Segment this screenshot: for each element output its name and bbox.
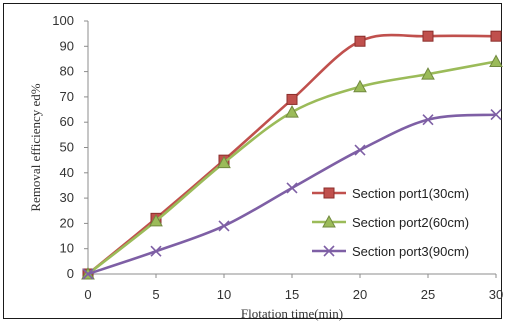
- series-3-point: [150, 245, 162, 257]
- y-tick-label: 20: [60, 215, 74, 230]
- x-tick-label: 20: [353, 287, 367, 302]
- series-2-point: [489, 54, 503, 67]
- series-2: [81, 54, 503, 280]
- series-layer: [81, 30, 503, 280]
- x-tick-label: 25: [421, 287, 435, 302]
- series-2-point: [353, 79, 367, 93]
- legend-swatch-marker: [323, 187, 335, 199]
- y-tick-label: 0: [67, 266, 74, 281]
- series-1-point: [422, 30, 434, 42]
- y-tick-label: 50: [60, 140, 74, 155]
- x-tick-label: 10: [217, 287, 231, 302]
- chart-frame: [3, 3, 502, 319]
- y-tick-label: 30: [60, 190, 74, 205]
- series-2-point: [217, 155, 231, 169]
- series-1-point: [354, 35, 366, 47]
- x-axis-title: Flotation time(min): [241, 306, 343, 321]
- series-3-point: [422, 114, 434, 126]
- y-tick-label: 90: [60, 38, 74, 53]
- series-1-line: [87, 33, 497, 276]
- series-3-point: [354, 144, 366, 156]
- x-tick-label: 30: [489, 287, 503, 302]
- series-1-point: [286, 93, 298, 105]
- series-2-point: [149, 213, 163, 227]
- series-3-point: [490, 109, 502, 121]
- legend-label: Section port1(30cm): [352, 186, 469, 201]
- y-tick-label: 70: [60, 89, 74, 104]
- tick-labels: 0 10 20 30 40 50 60 70 80 90 100 0 5 10 15 20 25 30: [52, 13, 503, 302]
- x-tick-label: 5: [152, 287, 159, 302]
- y-tick-label: 10: [60, 241, 74, 256]
- series-1: [82, 30, 502, 280]
- series-3-point: [286, 182, 298, 194]
- y-axis-title: Removal efficiency ed%: [28, 83, 43, 211]
- legend-swatch-marker: [323, 245, 335, 257]
- series-3-point: [82, 268, 94, 280]
- x-tick-label: 15: [285, 287, 299, 302]
- x-tick-label: 0: [84, 287, 91, 302]
- legend-swatch-marker: [322, 214, 336, 228]
- series-2-line: [87, 60, 497, 276]
- series-3-point: [218, 220, 230, 232]
- legend-label: Section port2(60cm): [352, 215, 469, 230]
- legend-item-3: Section port3(90cm): [312, 244, 469, 259]
- legend-item-1: Section port1(30cm): [312, 186, 469, 201]
- series-2-point: [285, 105, 299, 118]
- legend-item-2: Section port2(60cm): [312, 214, 469, 230]
- y-tick-label: 80: [60, 64, 74, 79]
- series-3: [82, 109, 502, 280]
- series-2-point: [421, 67, 435, 80]
- y-tick-label: 100: [52, 13, 74, 28]
- series-1-point: [490, 30, 502, 42]
- axes: [87, 21, 496, 275]
- y-tick-label: 40: [60, 165, 74, 180]
- y-tick-label: 60: [60, 114, 74, 129]
- legend-label: Section port3(90cm): [352, 244, 469, 259]
- legend: Section port1(30cm) Section port2(60cm) Se…: [312, 186, 469, 259]
